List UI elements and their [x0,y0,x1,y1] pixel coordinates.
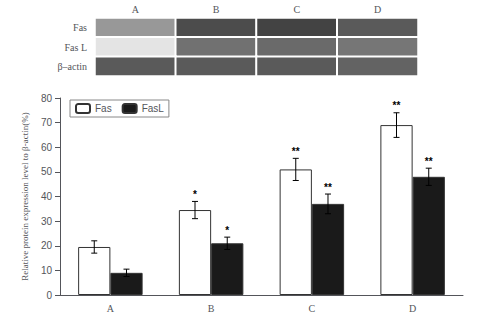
svg-text:10: 10 [41,265,53,276]
svg-text:Relative protein expression le: Relative protein expression level to β-a… [20,112,30,280]
svg-text:**: ** [292,146,300,157]
svg-text:C: C [294,4,301,15]
svg-text:Fas L: Fas L [65,42,88,53]
svg-text:B: B [213,4,220,15]
svg-text:**: ** [393,100,401,111]
svg-text:**: ** [425,156,433,167]
svg-text:β–actin: β–actin [57,61,87,72]
svg-text:A: A [107,303,115,314]
svg-text:50: 50 [41,166,53,177]
svg-text:D: D [374,4,381,15]
svg-text:Fas: Fas [95,103,112,114]
svg-text:30: 30 [41,216,53,227]
svg-text:**: ** [324,182,332,193]
svg-text:FasL: FasL [142,103,165,114]
svg-text:*: * [225,225,229,236]
svg-text:C: C [309,303,316,314]
svg-text:60: 60 [41,142,53,153]
svg-text:80: 80 [41,93,53,104]
svg-text:*: * [193,189,197,200]
svg-text:70: 70 [41,117,53,128]
svg-text:20: 20 [41,240,53,251]
svg-text:B: B [208,303,215,314]
svg-text:D: D [409,303,416,314]
svg-text:0: 0 [46,290,52,301]
svg-text:Fas: Fas [73,22,87,33]
svg-text:A: A [132,4,140,15]
svg-text:40: 40 [41,191,53,202]
